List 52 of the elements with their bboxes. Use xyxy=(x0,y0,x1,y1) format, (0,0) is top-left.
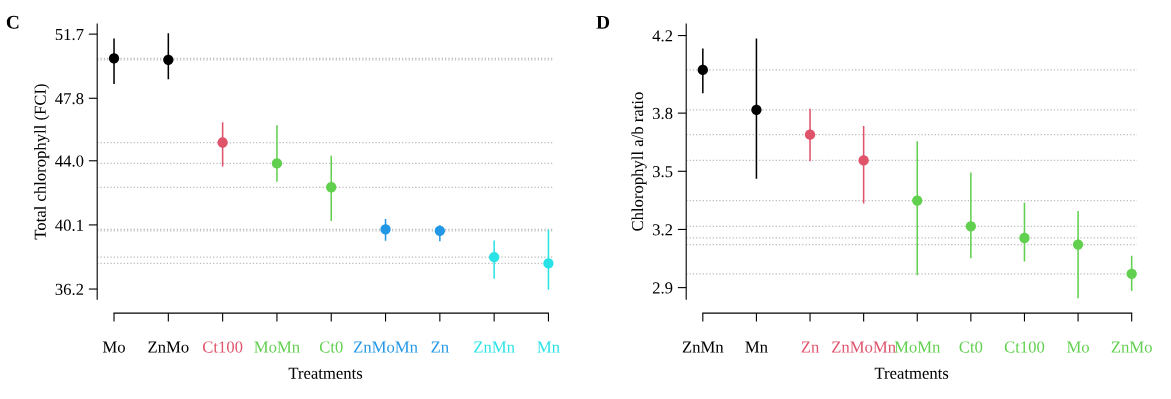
y-tick-label: 40.1 xyxy=(55,219,83,231)
x-tick-label: Mn xyxy=(537,341,560,353)
x-tick-label: Mo xyxy=(102,341,125,353)
point xyxy=(697,64,708,76)
y-tick-label: 51.7 xyxy=(55,28,84,41)
x-tick-label: ZnMn xyxy=(682,341,724,353)
x-tick-label: ZnMoMn xyxy=(832,341,896,353)
chart-title: C xyxy=(6,15,19,29)
point xyxy=(912,195,923,206)
point xyxy=(1126,268,1137,279)
x-tick-label: Ct0 xyxy=(319,341,343,353)
point xyxy=(965,221,977,232)
point xyxy=(858,155,869,166)
point xyxy=(804,129,816,140)
point xyxy=(751,104,762,115)
x-tick-label: MoMn xyxy=(254,341,300,353)
point xyxy=(163,54,174,65)
x-tick-label: Zn xyxy=(801,341,820,353)
point xyxy=(543,258,554,269)
x-tick-label: Mn xyxy=(745,341,768,353)
x-tick-label: Ct100 xyxy=(1004,341,1045,353)
y-axis-title: Total chlorophyll (FCI) xyxy=(34,84,50,240)
y-tick-label: 44.0 xyxy=(55,155,84,167)
x-tick-label: ZnMoMn xyxy=(353,341,418,353)
x-axis-title: Treatments xyxy=(874,367,949,379)
x-tick-label: ZnMo xyxy=(1111,341,1152,353)
x-tick-label: Mo xyxy=(1066,341,1090,353)
point xyxy=(1072,239,1084,250)
y-tick-label: 4.2 xyxy=(652,30,673,42)
y-tick-label: 2.9 xyxy=(652,282,673,294)
point xyxy=(108,53,120,64)
point xyxy=(1019,232,1030,244)
point xyxy=(217,137,228,148)
x-tick-label: ZnMn xyxy=(474,341,515,353)
y-tick-label: 3.2 xyxy=(652,224,673,236)
x-tick-label: ZnMo xyxy=(148,341,189,353)
point xyxy=(271,158,283,169)
y-tick-label: 3.8 xyxy=(652,107,673,120)
x-tick-label: MoMn xyxy=(894,341,941,353)
y-tick-label: 3.5 xyxy=(652,166,673,178)
x-axis-title: Treatments xyxy=(288,367,363,379)
x-tick-label: Zn xyxy=(431,341,449,353)
chart-title: D xyxy=(596,15,610,29)
x-tick-label: Ct0 xyxy=(959,341,983,353)
y-axis-title: Chlorophyll a/b ratio xyxy=(631,92,647,231)
y-tick-label: 47.8 xyxy=(55,92,84,105)
y-tick-label: 36.2 xyxy=(55,283,84,296)
point xyxy=(380,224,391,235)
x-tick-label: Ct100 xyxy=(202,341,243,353)
point xyxy=(434,225,445,236)
point xyxy=(489,252,500,263)
point xyxy=(326,182,337,193)
